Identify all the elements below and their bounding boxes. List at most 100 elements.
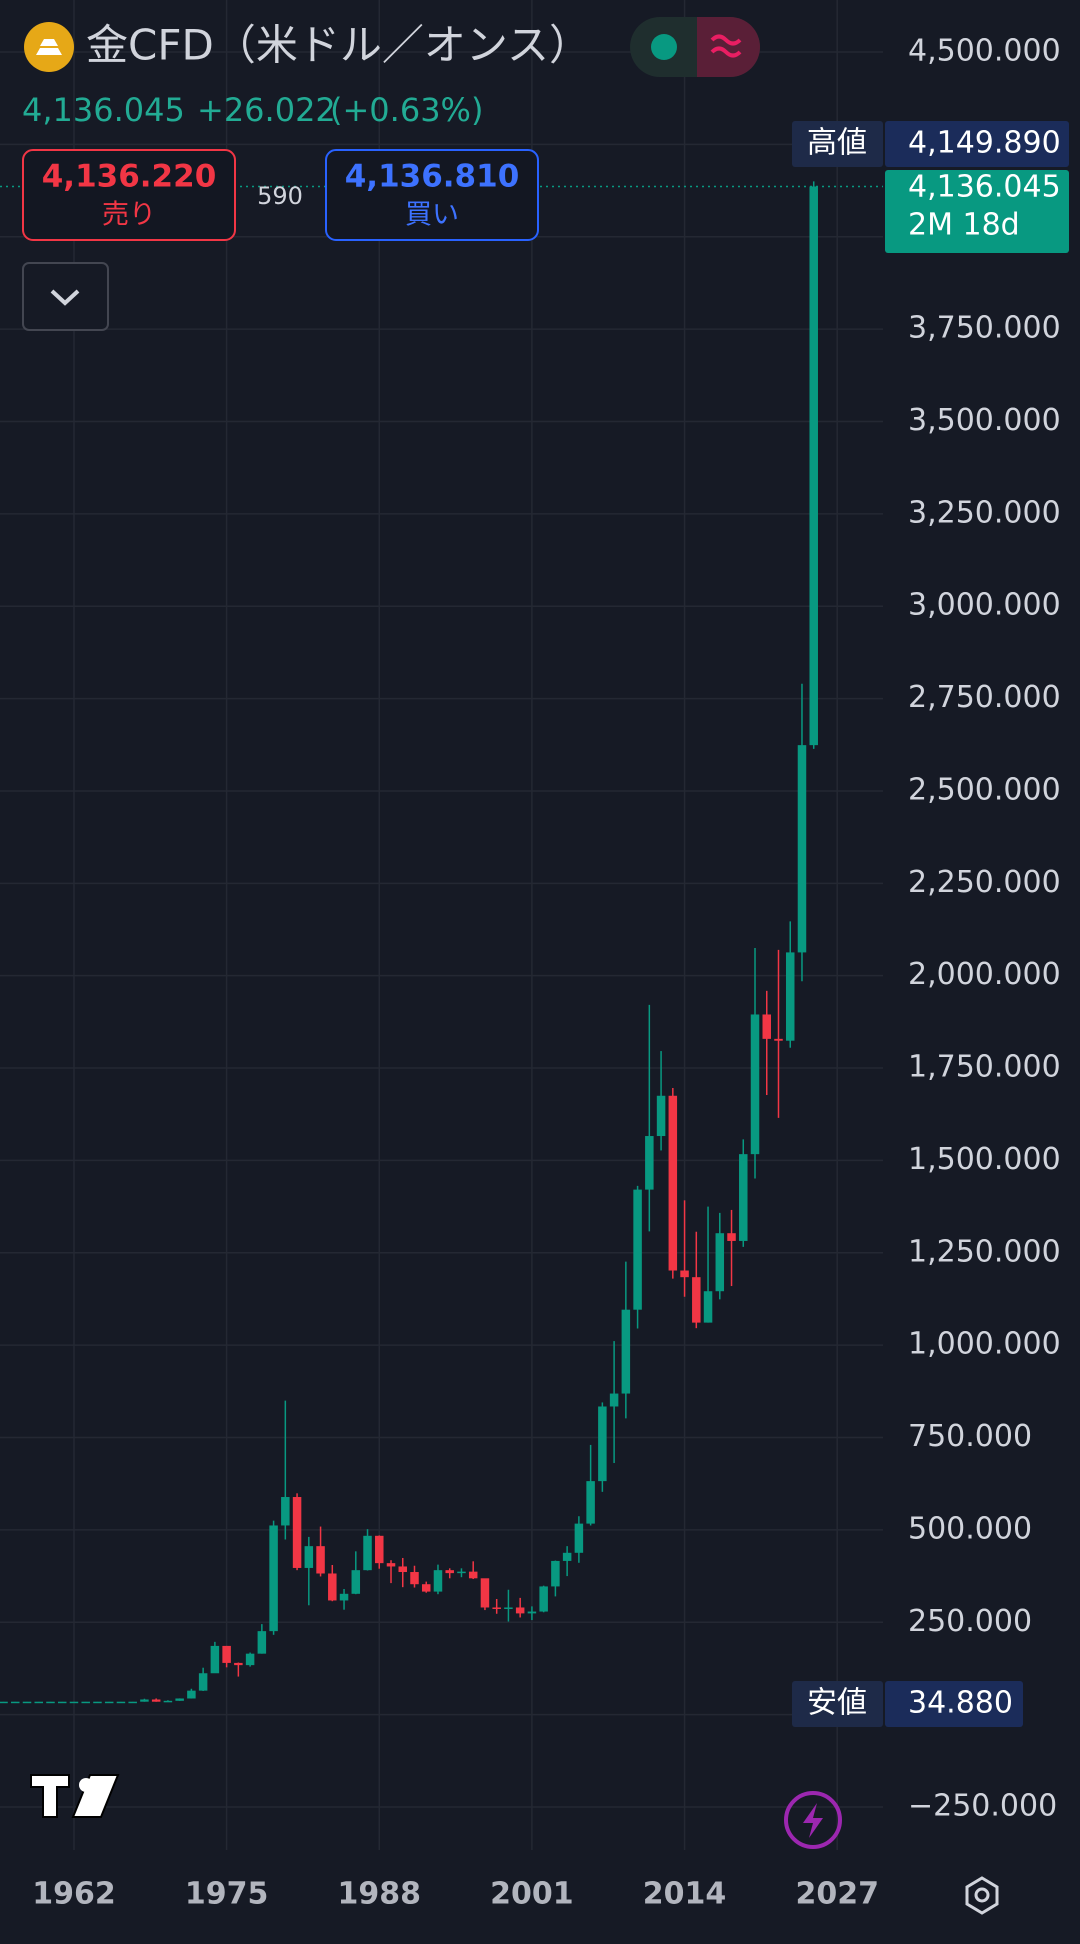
candle-body [316, 1546, 325, 1574]
candle-body [398, 1566, 408, 1573]
candle-body [421, 1584, 431, 1592]
candle-body [175, 1698, 184, 1701]
y-tick-label: 750.000 [908, 1419, 1032, 1454]
candle-body [527, 1611, 537, 1614]
candle-body [633, 1189, 642, 1310]
candle-body [292, 1497, 302, 1568]
last-price-value: 4,136.045 [908, 170, 1061, 205]
candle-body [457, 1571, 466, 1574]
candle-body [128, 1701, 137, 1704]
y-tick-label: 250.000 [908, 1604, 1032, 1639]
candle-body [11, 1701, 20, 1704]
x-tick-label: 2027 [795, 1877, 879, 1912]
y-tick-label: 4,500.000 [908, 34, 1061, 69]
candle-body [680, 1270, 689, 1278]
candle-body [304, 1546, 314, 1568]
candle-body [187, 1690, 196, 1699]
symbol-icon[interactable] [24, 22, 74, 72]
symbol-title[interactable]: 金CFD（米ドル／オンス） [86, 21, 591, 70]
y-tick-label: 3,500.000 [908, 403, 1061, 438]
sell-button[interactable] [22, 149, 236, 241]
candle-body [727, 1233, 736, 1241]
low-label: 安値 [807, 1686, 867, 1721]
candle-body [140, 1699, 149, 1702]
candle-body [234, 1662, 243, 1666]
buy-label: 買い [405, 200, 459, 231]
settings-button[interactable] [965, 1876, 999, 1915]
candle-body [551, 1560, 560, 1587]
candle-body [586, 1481, 595, 1524]
y-tick-label: 1,500.000 [908, 1142, 1061, 1177]
y-tick-label: 2,000.000 [908, 957, 1061, 992]
y-tick-label: 3,250.000 [908, 495, 1061, 530]
gold-bars [36, 39, 62, 55]
overlay: 金CFD（米ドル／オンス） 4,136.045 +26.022 (+0.63%)… [22, 17, 1069, 1915]
settings-icon [974, 1887, 990, 1903]
x-tick-label: 1975 [185, 1877, 269, 1912]
candle-body [739, 1154, 748, 1241]
y-tick-label: −250.000 [908, 1789, 1057, 1824]
buy-button[interactable] [325, 149, 539, 241]
candle-body [468, 1571, 478, 1579]
candle-body [386, 1563, 396, 1567]
candle-body [222, 1645, 231, 1663]
collapse-button[interactable] [22, 262, 109, 331]
candle-body [692, 1277, 701, 1323]
high-label-bg [792, 121, 883, 167]
candle-body [621, 1309, 631, 1394]
y-tick-label: 1,750.000 [908, 1050, 1061, 1085]
candle-body [715, 1233, 725, 1292]
candle-body [281, 1497, 290, 1526]
y-tick-label: 1,250.000 [908, 1234, 1061, 1269]
price-change: +26.022 [197, 91, 336, 129]
candle-body [703, 1291, 713, 1323]
high-label: 高値 [807, 126, 867, 161]
candle-body [163, 1700, 173, 1703]
high-value-bg [885, 121, 1069, 167]
y-tick-label: 2,750.000 [908, 680, 1061, 715]
candle-body [22, 1701, 32, 1704]
candle-body [81, 1701, 90, 1704]
candle-body [785, 952, 795, 1041]
candle-body [809, 186, 818, 746]
toggle-right [697, 17, 760, 77]
candle-body [339, 1593, 349, 1601]
candle-body [375, 1535, 384, 1564]
candle-body [351, 1570, 361, 1594]
candle-body [668, 1095, 678, 1271]
y-tick-label: 1,000.000 [908, 1327, 1061, 1362]
candle-body [574, 1523, 584, 1553]
lightning-button[interactable] [784, 1791, 842, 1849]
last-price-bg [885, 170, 1069, 253]
wave-icon [710, 34, 742, 58]
candle-body [656, 1095, 666, 1137]
candle-body [433, 1570, 443, 1592]
sell-label: 売り [102, 200, 156, 231]
low-value-bg [885, 1681, 1023, 1727]
candle-body [539, 1586, 548, 1612]
candle-body [116, 1701, 126, 1704]
candle-body [34, 1701, 43, 1704]
lightning-icon [803, 1803, 823, 1838]
y-tick-label: 500.000 [908, 1511, 1032, 1546]
candle-body [750, 1014, 760, 1155]
candle-body [104, 1701, 114, 1704]
candle-body [257, 1631, 267, 1654]
candle-body [93, 1701, 102, 1704]
sell-price: 4,136.220 [42, 159, 217, 195]
y-tick-label: 3,750.000 [908, 311, 1061, 346]
candle-body [363, 1535, 372, 1571]
candle-body [645, 1136, 654, 1190]
buy-price: 4,136.810 [345, 159, 520, 195]
y-tick-label: 2,500.000 [908, 772, 1061, 807]
bar-countdown: 2M 18d [908, 208, 1020, 243]
candle-body [762, 1014, 772, 1039]
market-open-dot [651, 34, 677, 60]
candle-body [562, 1552, 572, 1561]
candle-body [57, 1701, 67, 1704]
price-change-pct: (+0.63%) [330, 91, 483, 129]
spread: 590 [257, 182, 303, 210]
chevron-icon [50, 289, 80, 306]
candle-body [515, 1607, 525, 1614]
